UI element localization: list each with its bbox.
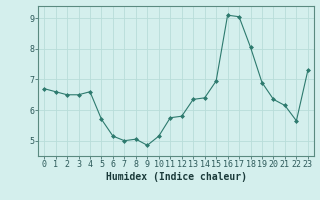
X-axis label: Humidex (Indice chaleur): Humidex (Indice chaleur) <box>106 172 246 182</box>
